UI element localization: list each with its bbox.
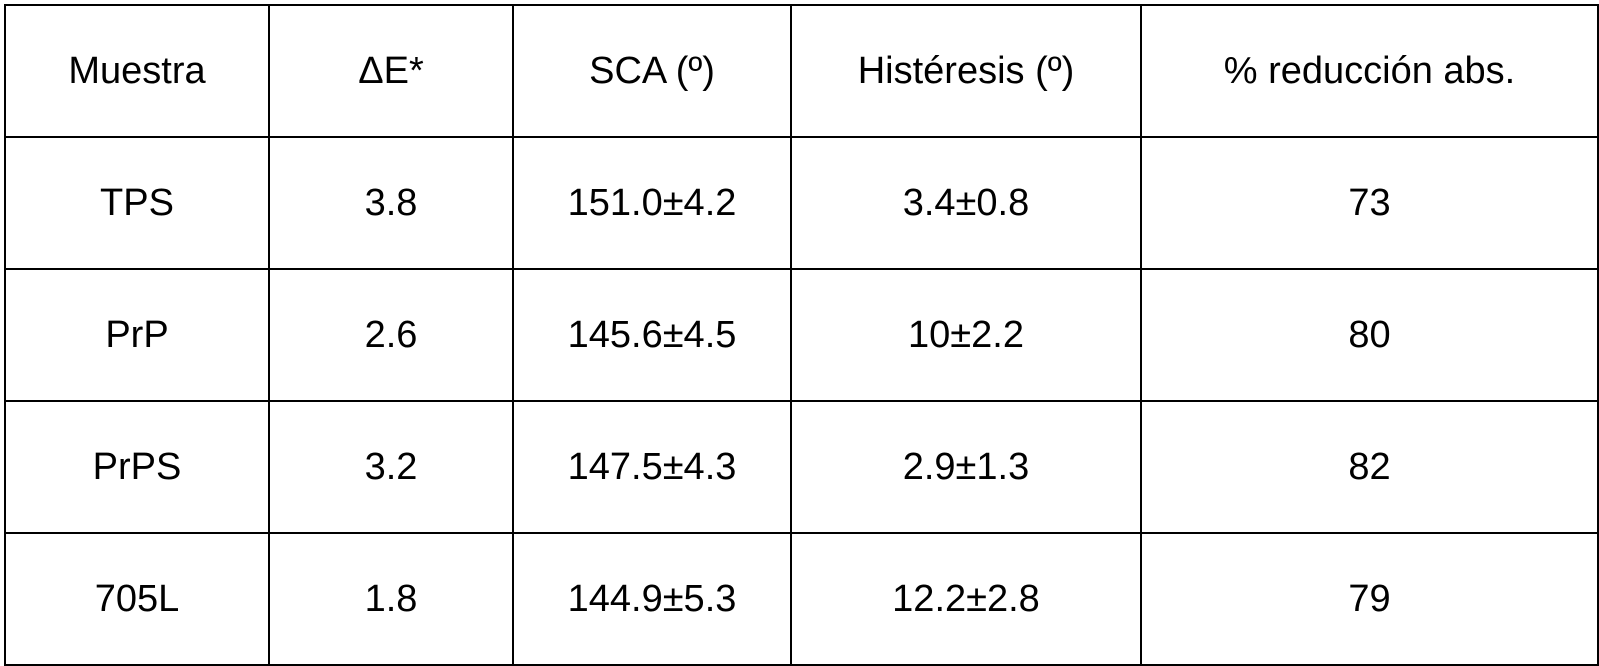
cell-sca: 144.9±5.3 bbox=[513, 533, 791, 665]
table-row: TPS 3.8 151.0±4.2 3.4±0.8 73 bbox=[5, 137, 1598, 269]
header-sca: SCA (º) bbox=[513, 5, 791, 137]
cell-sca: 145.6±4.5 bbox=[513, 269, 791, 401]
header-row: Muestra ΔE* SCA (º) Histéresis (º) % red… bbox=[5, 5, 1598, 137]
cell-muestra: 705L bbox=[5, 533, 269, 665]
cell-histeresis: 12.2±2.8 bbox=[791, 533, 1141, 665]
header-reduccion: % reducción abs. bbox=[1141, 5, 1598, 137]
table-row: PrPS 3.2 147.5±4.3 2.9±1.3 82 bbox=[5, 401, 1598, 533]
cell-reduccion: 80 bbox=[1141, 269, 1598, 401]
header-histeresis: Histéresis (º) bbox=[791, 5, 1141, 137]
table-row: PrP 2.6 145.6±4.5 10±2.2 80 bbox=[5, 269, 1598, 401]
cell-reduccion: 82 bbox=[1141, 401, 1598, 533]
cell-histeresis: 2.9±1.3 bbox=[791, 401, 1141, 533]
cell-muestra: TPS bbox=[5, 137, 269, 269]
cell-delta-e: 3.2 bbox=[269, 401, 513, 533]
cell-delta-e: 2.6 bbox=[269, 269, 513, 401]
results-table: Muestra ΔE* SCA (º) Histéresis (º) % red… bbox=[4, 4, 1599, 666]
cell-delta-e: 1.8 bbox=[269, 533, 513, 665]
header-delta-e: ΔE* bbox=[269, 5, 513, 137]
cell-muestra: PrP bbox=[5, 269, 269, 401]
header-muestra: Muestra bbox=[5, 5, 269, 137]
table-row: 705L 1.8 144.9±5.3 12.2±2.8 79 bbox=[5, 533, 1598, 665]
cell-histeresis: 10±2.2 bbox=[791, 269, 1141, 401]
cell-muestra: PrPS bbox=[5, 401, 269, 533]
cell-histeresis: 3.4±0.8 bbox=[791, 137, 1141, 269]
cell-delta-e: 3.8 bbox=[269, 137, 513, 269]
cell-reduccion: 79 bbox=[1141, 533, 1598, 665]
cell-sca: 147.5±4.3 bbox=[513, 401, 791, 533]
cell-reduccion: 73 bbox=[1141, 137, 1598, 269]
cell-sca: 151.0±4.2 bbox=[513, 137, 791, 269]
